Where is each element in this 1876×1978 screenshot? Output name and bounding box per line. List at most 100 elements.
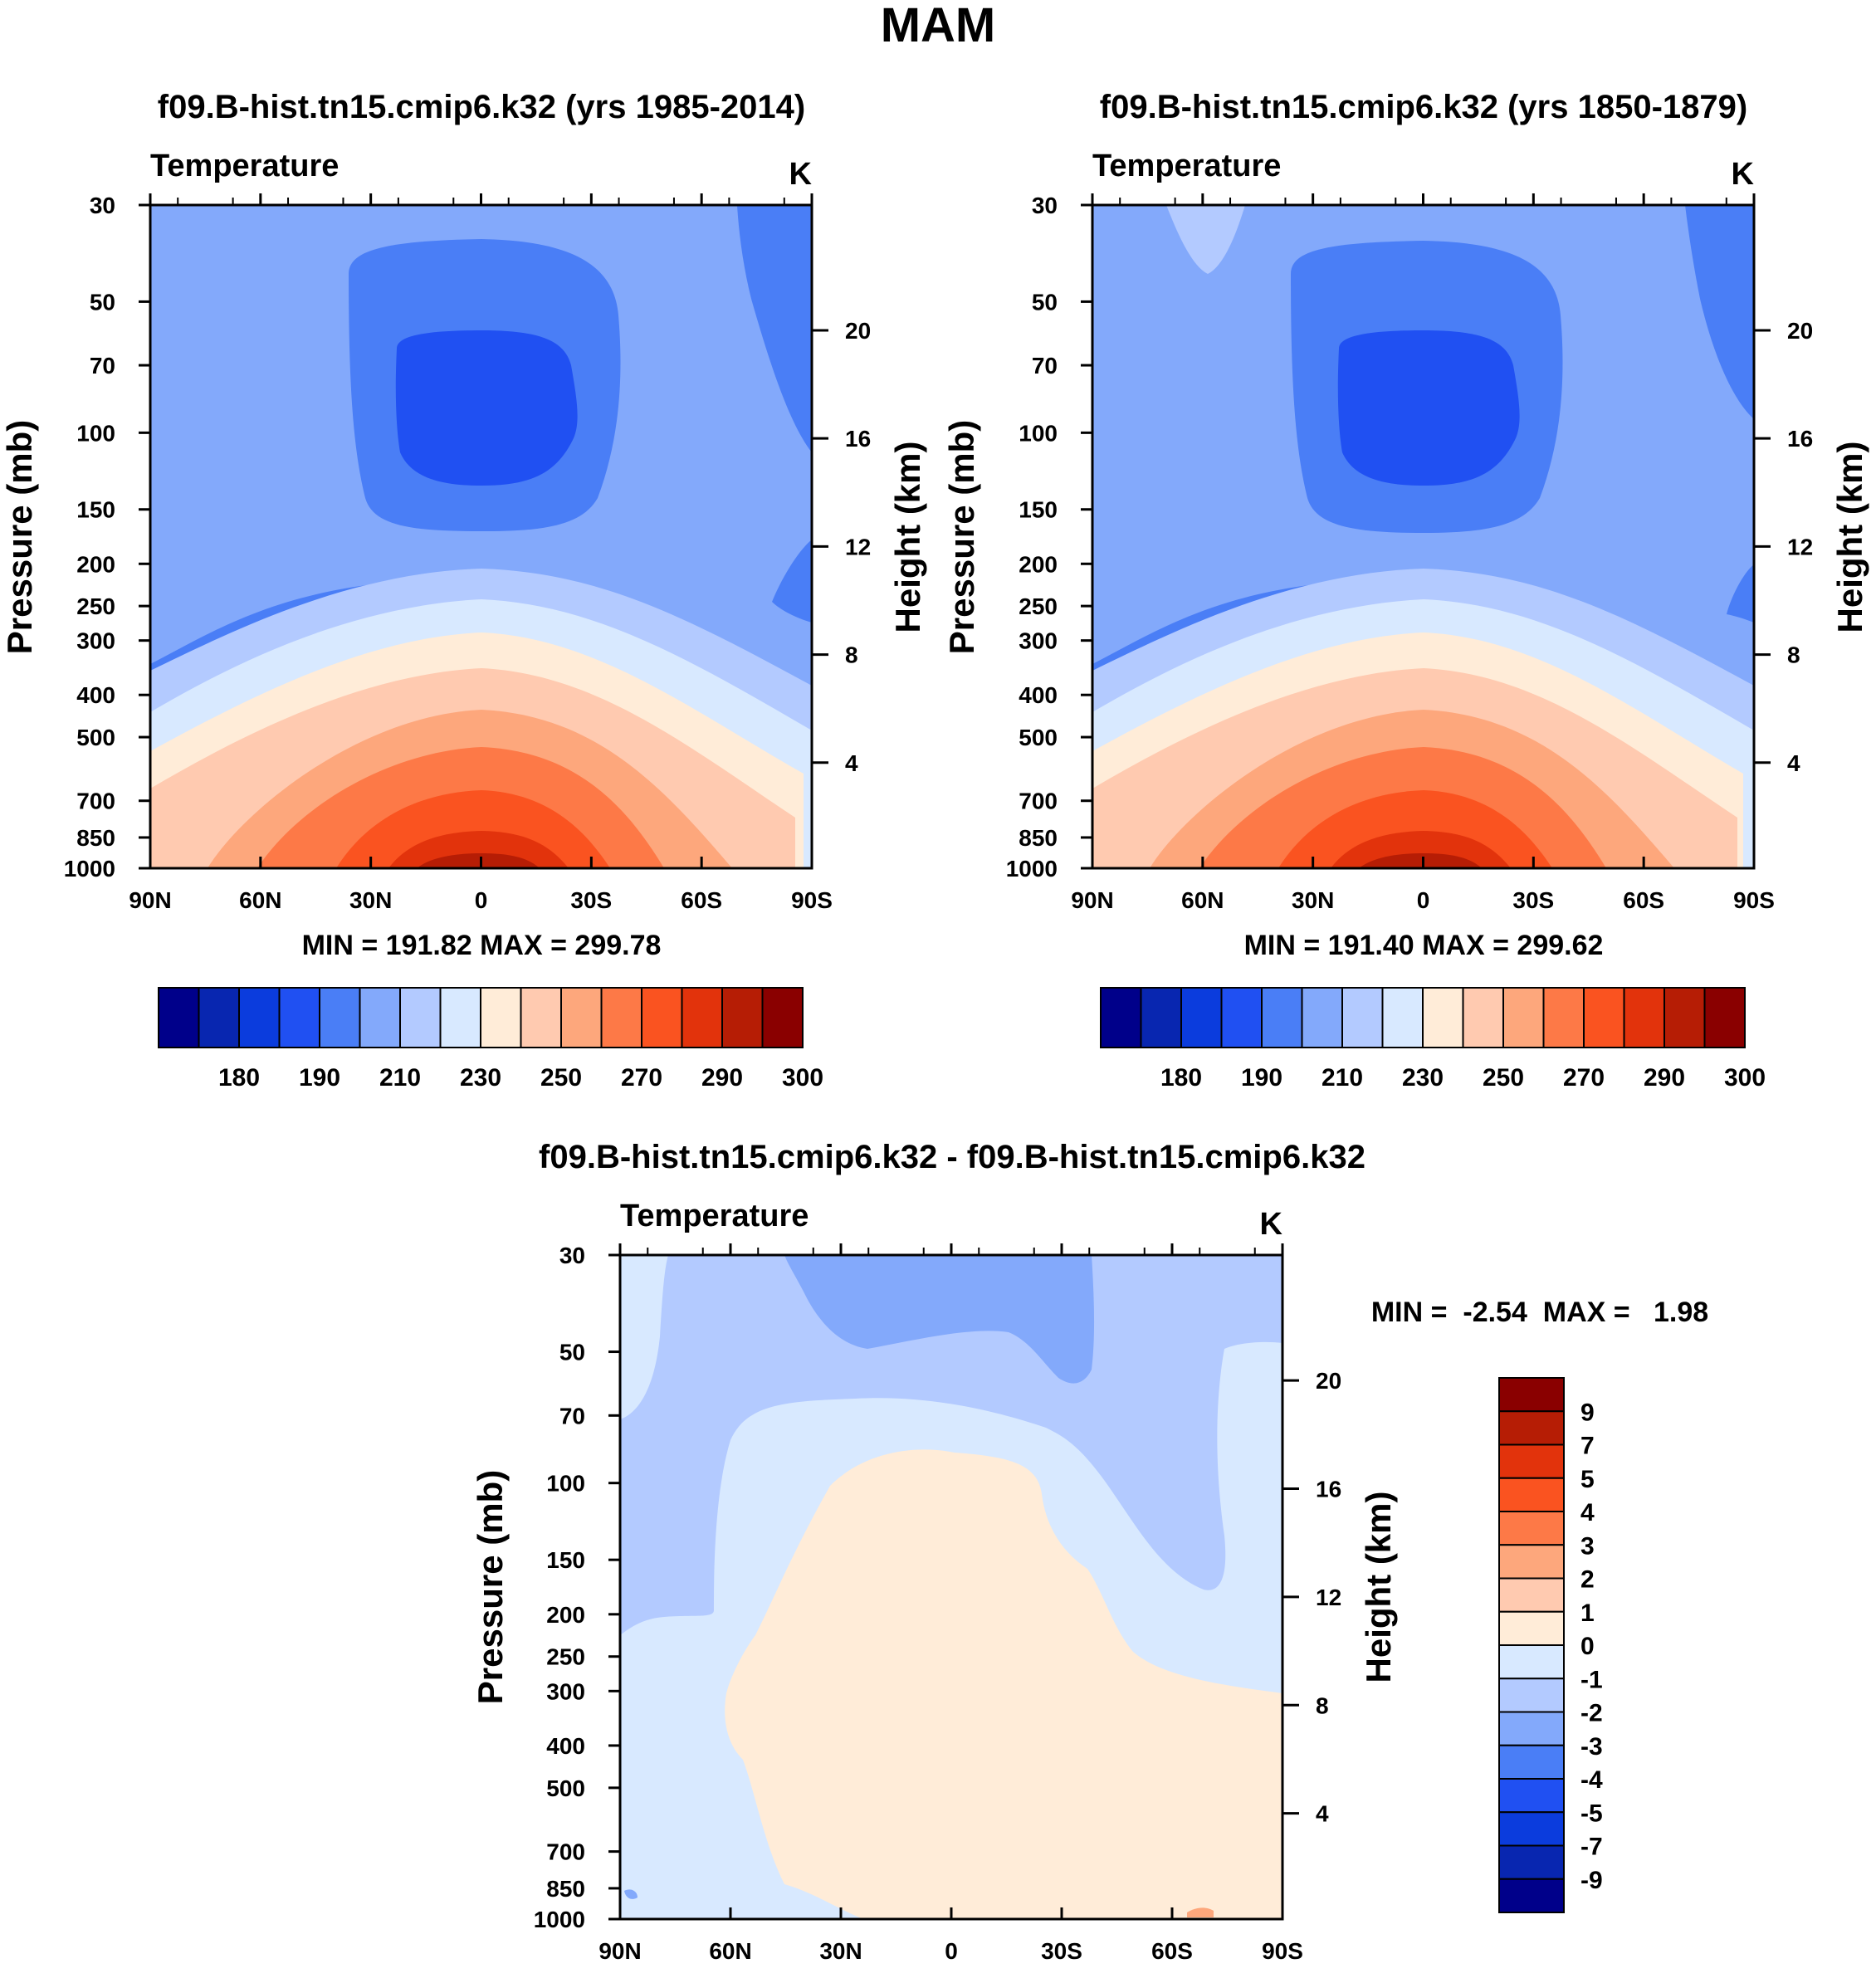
colorbar-cell [1100, 987, 1142, 1048]
y-tick-label: 70 [1032, 353, 1058, 379]
y-tick-label: 150 [76, 497, 115, 523]
panel-3-ylabel-right: Height (km) [1359, 1492, 1398, 1683]
y-tick-label: 500 [546, 1775, 585, 1801]
colorbar-cell [1498, 1644, 1565, 1680]
colorbar-cell [1498, 1811, 1565, 1847]
y-tick-label: 400 [76, 682, 115, 708]
y-tick-label: 250 [76, 593, 115, 619]
colorbar-cell [600, 987, 642, 1048]
y-tick-label: 500 [1019, 725, 1058, 750]
x-tick-label: 60S [1151, 1938, 1193, 1964]
y-tick-label: 150 [546, 1547, 585, 1573]
colorbar-label: 210 [379, 1064, 421, 1092]
colorbar-label: 180 [218, 1064, 260, 1092]
panel-1-colorbar: 180 190 210 230 250 270 290 300 [158, 987, 823, 1092]
y-tick-label: 250 [546, 1644, 585, 1670]
colorbar-cell [359, 987, 401, 1048]
y2-tick-label: 8 [1316, 1692, 1329, 1718]
y-tick-label: 300 [1019, 628, 1058, 654]
y-tick-label: 70 [90, 353, 115, 379]
x-tick-label: 0 [1417, 887, 1430, 913]
colorbar-label: 300 [1724, 1064, 1766, 1092]
colorbar-label: 190 [299, 1064, 340, 1092]
colorbar-label: 300 [782, 1064, 823, 1092]
panel-2-units: K [1732, 157, 1755, 192]
colorbar-cell [198, 987, 240, 1048]
x-tick-label: 60N [1181, 887, 1224, 913]
colorbar-cell [1498, 1377, 1565, 1413]
colorbar-cell [1498, 1610, 1565, 1646]
y-tick-label: 250 [1019, 593, 1058, 619]
y-tick-label: 1000 [64, 856, 115, 882]
colorbar-cell [399, 987, 442, 1048]
panel-1-title: f09.B-hist.tn15.cmip6.k32 (yrs 1985-2014… [158, 89, 805, 125]
panel-1-axes: 90N 60N 30N 0 30S 60S 90S 30 50 70 100 150 200 250 300… [64, 193, 871, 913]
panel-2-contour-field [1092, 205, 1754, 868]
contour-band [784, 1255, 1095, 1384]
colorbar-label: 250 [540, 1064, 582, 1092]
colorbar-label: 230 [1402, 1064, 1444, 1092]
y2-tick-label: 4 [1787, 750, 1800, 776]
colorbar-label: 180 [1160, 1064, 1202, 1092]
contour-band [772, 540, 812, 623]
y2-tick-label: 16 [845, 426, 871, 452]
panel-2: f09.B-hist.tn15.cmip6.k32 (yrs 1850-1879… [942, 89, 1869, 1092]
panel-1-variable: Temperature [150, 149, 339, 183]
colorbar-cell [1381, 987, 1424, 1048]
panel-2-ylabel-right: Height (km) [1830, 442, 1869, 633]
contour-band [417, 853, 540, 868]
panel-3-units: K [1260, 1207, 1283, 1242]
colorbar-cell [1498, 1744, 1565, 1780]
x-tick-label: 0 [475, 887, 488, 913]
x-tick-label: 30N [349, 887, 392, 913]
x-tick-label: 90N [129, 887, 171, 913]
colorbar-label: 5 [1580, 1466, 1595, 1493]
y-tick-label: 50 [559, 1340, 585, 1365]
colorbar-label: 270 [1563, 1064, 1605, 1092]
colorbar-cell [1498, 1778, 1565, 1814]
panel-2-ylabel: Pressure (mb) [942, 420, 981, 654]
panel-3-colorbar: 9 7 5 4 3 2 1 0 -1 -2 -3 -4 -5 -7 -9 [1498, 1377, 1603, 1913]
y-tick-label: 100 [546, 1471, 585, 1497]
y2-tick-label: 4 [1316, 1801, 1329, 1827]
x-tick-label: 0 [945, 1938, 958, 1964]
colorbar-cell [520, 987, 562, 1048]
y-tick-label: 700 [546, 1839, 585, 1865]
y-tick-label: 150 [1019, 497, 1058, 523]
colorbar-label: 3 [1580, 1532, 1595, 1560]
colorbar-cell [560, 987, 603, 1048]
colorbar-cell [641, 987, 683, 1048]
colorbar-cell [1180, 987, 1223, 1048]
x-tick-label: 30S [570, 887, 612, 913]
panel-3-title: f09.B-hist.tn15.cmip6.k32 - f09.B-hist.t… [539, 1139, 1365, 1175]
x-tick-label: 30S [1041, 1938, 1082, 1964]
colorbar-label: 250 [1483, 1064, 1524, 1092]
page-title: MAM [881, 0, 996, 52]
y-tick-label: 30 [559, 1243, 585, 1268]
contour-band [395, 330, 578, 486]
y2-tick-label: 16 [1316, 1477, 1341, 1502]
contour-band [1166, 205, 1245, 274]
colorbar-cell [1220, 987, 1263, 1048]
colorbar-cell [1422, 987, 1464, 1048]
colorbar-cell [681, 987, 723, 1048]
panel-2-axes: 90N 60N 30N 0 30S 60S 90S 30 50 70 100 150 200 250 300… [1006, 193, 1813, 913]
colorbar-label: 4 [1580, 1499, 1595, 1526]
panel-3-variable: Temperature [620, 1199, 809, 1233]
panel-3-axes: 90N 60N 30N 0 30S 60S 90S 30 50 70 100 150 200 250 300… [534, 1243, 1341, 1964]
colorbar-cell [1498, 1678, 1565, 1713]
y2-tick-label: 8 [845, 642, 858, 668]
contour-band [1685, 205, 1754, 419]
colorbar-cell [439, 987, 481, 1048]
y2-tick-label: 20 [1787, 318, 1813, 344]
colorbar-cell [1498, 1844, 1565, 1880]
panel-3-ylabel: Pressure (mb) [471, 1470, 510, 1704]
y2-tick-label: 20 [1316, 1368, 1341, 1394]
colorbar-label: 290 [701, 1064, 743, 1092]
y2-tick-label: 20 [845, 318, 871, 344]
colorbar-cell [1261, 987, 1303, 1048]
colorbar-cell [158, 987, 200, 1048]
y-tick-label: 400 [546, 1733, 585, 1759]
panel-1-stats: MIN = 191.82 MAX = 299.78 [302, 930, 662, 961]
